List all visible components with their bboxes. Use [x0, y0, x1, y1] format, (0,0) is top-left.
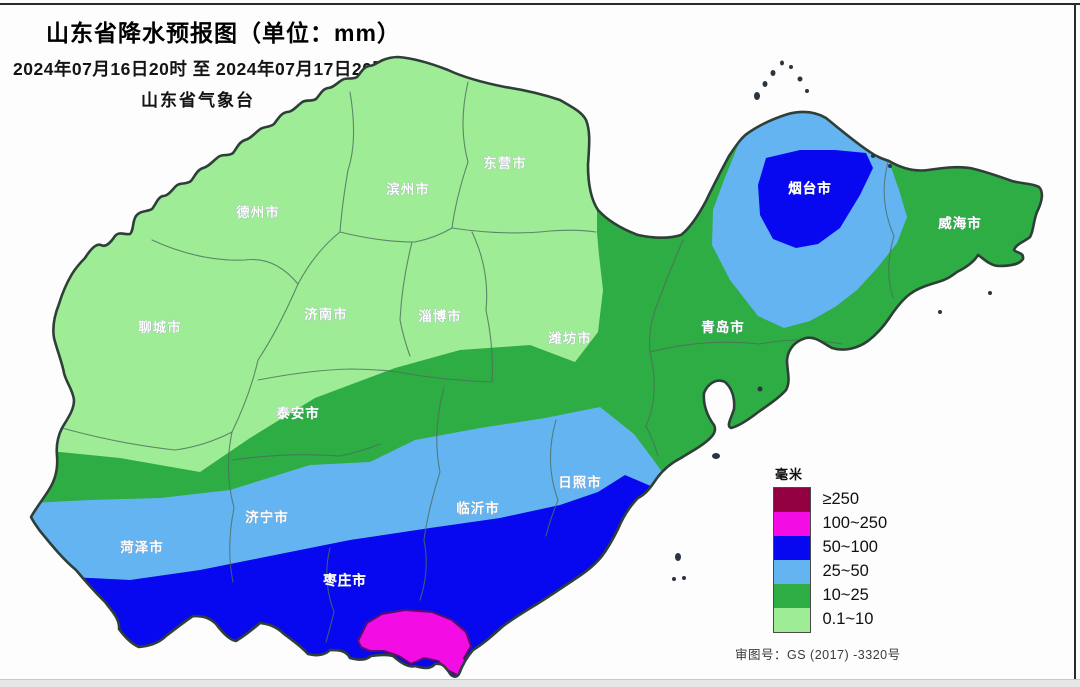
city-label-binzhou: 滨州市: [386, 181, 430, 197]
forecast-date-range: 2024年07月16日20时 至 2024年07月17日20时: [13, 59, 391, 79]
legend-label-01-10: 0.1~10: [822, 610, 874, 628]
city-label-heze: 菏泽市: [120, 539, 164, 555]
city-label-dezhou: 德州市: [236, 204, 280, 220]
city-label-weifang: 潍坊市: [548, 330, 592, 346]
city-label-zibo: 淄博市: [418, 308, 462, 324]
legend-swatch-50-100: [774, 536, 810, 560]
map-title: 山东省降水预报图（单位：mm）: [46, 20, 401, 46]
city-boundaries: [61, 81, 895, 643]
frame-right-border: [1074, 3, 1076, 679]
city-label-jining: 济宁市: [245, 509, 289, 525]
legend-label-25-50: 25~50: [822, 562, 869, 580]
legend-swatch-01-10: [774, 608, 810, 632]
city-label-dongying: 东营市: [483, 155, 527, 171]
legend-label-ge250: ≥250: [822, 490, 860, 508]
agency-name: 山东省气象台: [141, 91, 255, 110]
province-outline: [29, 55, 1044, 678]
legend-label-100-250: 100~250: [822, 514, 888, 532]
city-label-taian: 泰安市: [275, 405, 320, 421]
legend-swatch-column: [773, 487, 811, 633]
city-label-weihai: 威海市: [938, 215, 982, 231]
frame-bottom-strip: [0, 679, 1080, 687]
zone-blue-peninsula: [758, 150, 873, 248]
city-label-jinan: 济南市: [304, 306, 348, 322]
city-label-zaozhuang: 枣庄市: [322, 572, 367, 588]
city-label-liaocheng: 聊城市: [138, 319, 182, 335]
approval-number: 审图号：GS (2017) -3320号: [735, 648, 901, 662]
legend-swatch-25-50: [774, 560, 810, 584]
legend-swatch-10-25: [774, 584, 810, 608]
city-label-linyi: 临沂市: [456, 500, 500, 516]
legend-label-10-25: 10~25: [822, 586, 869, 604]
city-label-yantai: 烟台市: [788, 180, 832, 196]
legend-swatch-ge250: [774, 488, 810, 512]
city-label-qingdao: 青岛市: [701, 319, 745, 335]
legend-label-50-100: 50~100: [822, 538, 878, 556]
legend-labels: ≥250 100~250 50~100 25~50 10~25 0.1~10: [822, 487, 887, 631]
islands: [672, 60, 992, 581]
frame-top-border: [0, 3, 1080, 5]
legend: 毫米 ≥250 100~250 50~100 25~50 10~25 0.1~1…: [773, 464, 1003, 633]
legend-unit-label: 毫米: [775, 467, 804, 482]
legend-swatch-100-250: [774, 512, 810, 536]
city-label-rizhao: 日照市: [558, 474, 602, 490]
city-labels: 德州市 滨州市 东营市 聊城市 济南市 淄博市 潍坊市 烟台市 威海市 青岛市 …: [120, 155, 982, 588]
